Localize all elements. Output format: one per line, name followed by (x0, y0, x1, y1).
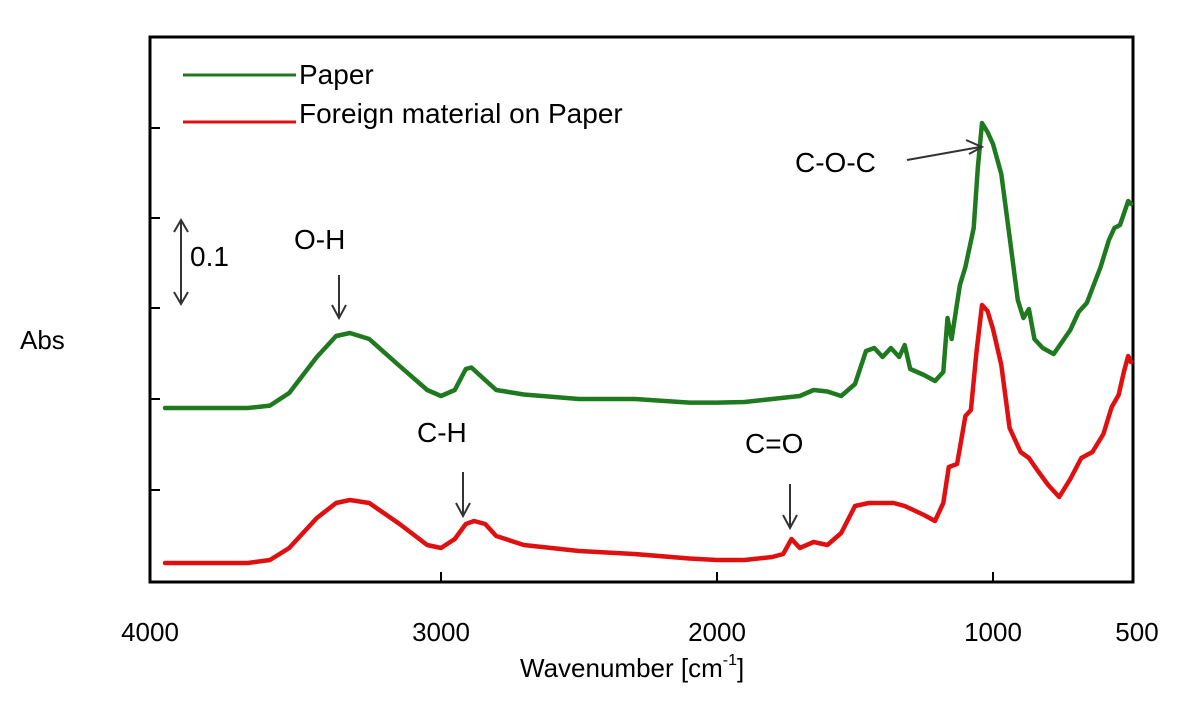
series-line-foreign-material (162, 302, 1134, 566)
scale-bar-label: 0.1 (190, 241, 229, 272)
annotation-ch: C-H (417, 417, 467, 448)
plot-frame (148, 35, 1135, 584)
x-axis-title: Wavenumber [cm-1] (520, 652, 744, 683)
x-tick-label-4000: 4000 (121, 617, 179, 647)
x-tick-label-1000: 1000 (964, 617, 1022, 647)
series-line-paper (162, 120, 1134, 411)
x-axis-title-superscript: -1 (723, 652, 737, 669)
x-axis-title-close: ] (737, 653, 744, 683)
legend-label-paper: Paper (299, 59, 374, 90)
series-layer (162, 120, 1134, 566)
x-axis-tick-labels: 4000 3000 2000 1000 500 (121, 572, 1159, 647)
annotation-ch-arrowhead (455, 502, 471, 519)
legend: Paper Foreign material on Paper (183, 59, 623, 129)
scale-bar: 0.1 (173, 218, 229, 306)
x-tick-label-3000: 3000 (412, 617, 470, 647)
annotation-coc-arrowhead (965, 139, 985, 155)
y-axis-title: Abs (20, 325, 65, 355)
x-tick-label-500: 500 (1115, 617, 1158, 647)
legend-label-foreign-material: Foreign material on Paper (299, 98, 623, 129)
scale-bar-arrowhead-top (173, 218, 189, 233)
annotation-co: C=O (745, 428, 803, 459)
annotation-coc: C-O-C (795, 147, 876, 178)
y-axis-ticks (150, 127, 160, 491)
peak-annotations: O-H C-H C=O C-O-C (294, 139, 985, 531)
x-axis-title-main: Wavenumber [cm (520, 653, 723, 683)
annotation-oh-arrowhead (331, 304, 347, 321)
scale-bar-arrowhead-bottom (173, 291, 189, 306)
x-tick-label-2000: 2000 (688, 617, 746, 647)
annotation-co-arrowhead (782, 514, 798, 531)
annotation-oh: O-H (294, 224, 345, 255)
annotation-coc-arrow (906, 146, 981, 161)
